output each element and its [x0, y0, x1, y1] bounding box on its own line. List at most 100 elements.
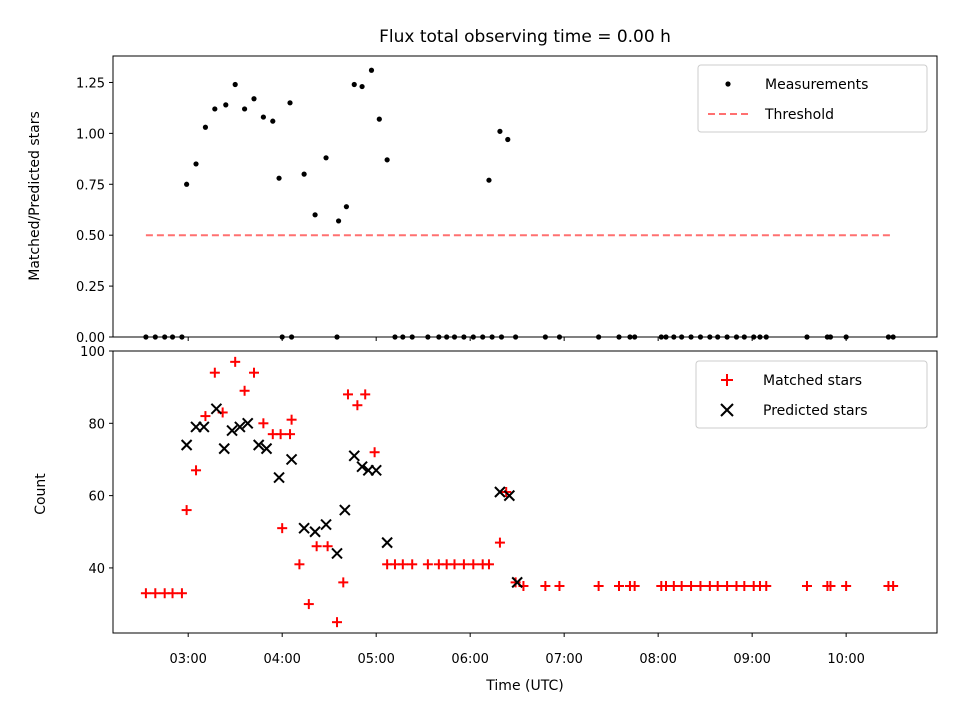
predicted-star-point: [273, 471, 285, 484]
matched-star-point: [200, 411, 211, 422]
predicted-star-point: [242, 417, 254, 430]
matched-star-point: [712, 581, 723, 591]
matched-star-point: [277, 523, 288, 534]
y-tick-label: 80: [88, 417, 105, 432]
counts-panel: 40 60 80 100 03:00 04:00 05:00 06:00 07:00 08:00…: [33, 345, 938, 694]
measurement-point: [384, 157, 390, 163]
legend-matched-label: Matched stars: [763, 373, 862, 389]
matched-star-point: [322, 541, 333, 552]
measurement-point: [287, 100, 293, 106]
matched-star-point: [239, 385, 250, 396]
x-tick-label: 06:00: [451, 652, 488, 667]
predicted-star-point: [339, 504, 351, 516]
matched-star-point: [191, 465, 202, 476]
matched-star-point: [181, 505, 192, 516]
measurement-point: [376, 116, 382, 122]
measurement-point: [368, 67, 375, 73]
measurement-point: [359, 83, 365, 90]
legend-predicted-marker: [720, 403, 734, 417]
measurement-point: [343, 204, 350, 210]
matched-star-point: [230, 356, 241, 367]
legend-threshold-label: Threshold: [764, 107, 834, 123]
matched-star-point: [286, 414, 297, 425]
matched-star-point: [722, 581, 733, 591]
y-tick-label: 0.50: [76, 229, 105, 244]
y-tick-label: 60: [88, 490, 105, 505]
measurement-point: [202, 124, 209, 130]
bottom-legend-box: [695, 360, 928, 429]
matched-star-point: [342, 389, 353, 400]
measurement-point: [335, 218, 342, 224]
x-tick-label: 04:00: [263, 652, 300, 667]
matched-star-point: [510, 577, 521, 588]
matched-star-point: [248, 367, 259, 378]
matched-star-point: [593, 581, 604, 591]
matched-star-point: [167, 588, 178, 599]
matched-star-point: [686, 581, 697, 591]
measurement-point: [497, 128, 503, 134]
bottom-y-ticks: 40 60 80 100: [80, 345, 113, 577]
measurement-point: [212, 106, 218, 112]
matched-star-point: [540, 581, 551, 591]
x-tick-label: 09:00: [733, 652, 770, 667]
x-axis-label: Time (UTC): [485, 678, 563, 694]
matched-star-point: [458, 559, 469, 570]
predicted-star-point: [309, 526, 321, 538]
matched-star-point: [449, 559, 460, 570]
measurement-point: [505, 136, 511, 143]
matched-star-point: [294, 559, 305, 570]
flux-ratio-panel: Flux total observing time = 0.00 h 0.000…: [27, 27, 938, 346]
predicted-star-point: [218, 442, 230, 455]
predicted-star-point: [320, 518, 332, 531]
top-y-axis-label: Matched/Predicted stars: [27, 111, 43, 281]
x-tick-label: 05:00: [357, 652, 394, 667]
legend-measurements-label: Measurements: [765, 77, 868, 93]
predicted-star-point: [285, 453, 298, 466]
matched-star-point: [801, 581, 812, 591]
measurement-point: [312, 212, 318, 218]
chart-title: Flux total observing time = 0.00 h: [379, 27, 671, 47]
matched-star-point: [613, 581, 624, 591]
matched-star-point: [825, 581, 836, 591]
predicted-star-point: [210, 403, 223, 415]
matched-star-point: [888, 581, 899, 591]
predicted-star-point: [198, 421, 210, 433]
y-tick-label: 1.25: [76, 76, 105, 91]
matched-star-point: [422, 559, 433, 570]
bottom-legend: Matched stars Predicted stars: [695, 360, 928, 429]
bottom-y-axis-label: Count: [33, 473, 49, 515]
top-y-ticks: 0.00 0.25 0.50 0.75 1.00 1.25: [76, 76, 113, 346]
predicted-star-point: [234, 421, 246, 433]
matched-star-point: [739, 581, 750, 591]
predicted-star-point: [503, 489, 516, 502]
matched-star-point: [397, 559, 408, 570]
matched-star-point: [483, 559, 494, 570]
matched-star-point: [360, 389, 371, 400]
x-tick-label: 10:00: [827, 652, 864, 667]
matched-star-point: [494, 537, 505, 548]
top-legend-box: [697, 64, 928, 133]
predicted-star-point: [331, 547, 343, 560]
matched-star-point: [841, 581, 852, 591]
predicted-star-point: [511, 576, 523, 589]
predicted-star-point: [260, 442, 273, 455]
top-x-ticks: [187, 337, 847, 341]
x-tick-label: 03:00: [169, 652, 206, 667]
matched-star-point: [311, 541, 322, 552]
matched-star-point: [140, 588, 151, 599]
bottom-axes-frame: [112, 350, 938, 634]
matched-star-point: [676, 581, 687, 591]
measurement-point: [301, 171, 307, 177]
predicted-star-point: [356, 460, 368, 473]
matched-star-point: [285, 429, 296, 440]
legend-measurements-dot: [725, 81, 731, 87]
y-tick-label: 0.25: [76, 280, 105, 295]
y-tick-label: 1.00: [76, 127, 105, 142]
matched-star-point: [629, 581, 640, 591]
measurement-point: [486, 177, 492, 183]
predicted-star-point: [298, 522, 310, 534]
predicted-star-point: [226, 424, 238, 437]
matched-star-point: [258, 418, 269, 429]
matched-star-point: [176, 588, 187, 599]
legend-predicted-label: Predicted stars: [763, 403, 868, 419]
